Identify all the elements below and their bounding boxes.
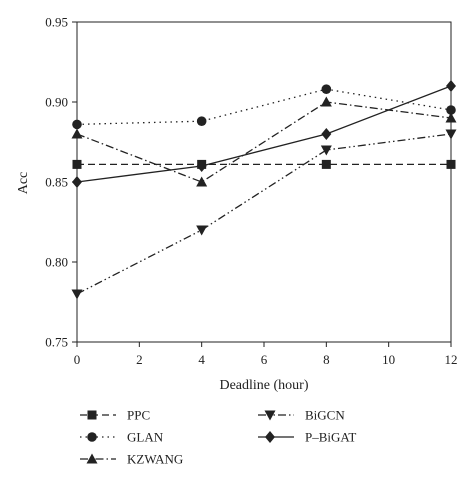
data-point: [196, 225, 208, 236]
data-point: [445, 112, 457, 123]
series-layer: [71, 80, 457, 300]
legend-marker: [265, 431, 275, 443]
x-tick-label: 4: [198, 352, 205, 367]
plot-frame: [76, 21, 452, 343]
series-bigcn: [71, 129, 457, 300]
data-point: [446, 105, 456, 115]
x-tick-label: 8: [323, 352, 330, 367]
legend-label: BiGCN: [305, 408, 345, 423]
x-tick-label: 12: [445, 352, 458, 367]
legend-item: P–BiGAT: [258, 430, 356, 445]
legend: PPC GLAN KZWANG BiGCN P–BiGAT: [80, 408, 356, 467]
data-point: [320, 145, 332, 156]
y-tick-label: 0.85: [45, 175, 68, 190]
data-point: [72, 119, 82, 130]
legend-label: PPC: [127, 408, 150, 423]
x-axis-title: Deadline (hour): [219, 378, 308, 393]
series-p-bigat: [72, 80, 456, 188]
legend-item: BiGCN: [258, 408, 345, 423]
legend-marker: [86, 453, 98, 464]
data-point: [196, 160, 207, 172]
y-tick-label: 0.90: [45, 95, 68, 110]
data-point: [445, 129, 457, 140]
axes: 0 2 4 6 8 10 12 0.75 0.80 0.85 0.90 0.95: [45, 15, 457, 368]
data-point: [320, 96, 332, 107]
y-tick-label: 0.95: [45, 15, 68, 30]
legend-label: KZWANG: [127, 452, 183, 467]
y-tick-label: 0.75: [45, 335, 68, 350]
data-point: [321, 128, 332, 140]
data-point: [196, 116, 207, 126]
data-point: [446, 80, 456, 92]
x-tick-label: 0: [74, 352, 81, 367]
data-point: [196, 176, 208, 187]
series-glan: [72, 84, 456, 130]
y-axis-title: Acc: [16, 172, 31, 195]
legend-label: P–BiGAT: [305, 430, 356, 445]
series-kzwang: [71, 96, 457, 187]
series-line: [76, 101, 452, 183]
y-tick-label: 0.80: [45, 255, 68, 270]
data-point: [446, 159, 456, 169]
x-tick-label: 6: [261, 352, 268, 367]
series-line: [76, 133, 452, 295]
data-point: [72, 159, 82, 169]
legend-marker: [87, 432, 97, 442]
series-line: [76, 88, 452, 126]
legend-item: PPC: [80, 408, 150, 423]
data-point: [72, 176, 82, 188]
x-tick-label: 10: [382, 352, 395, 367]
legend-item: GLAN: [80, 430, 164, 445]
series-ppc: [72, 159, 456, 169]
legend-marker: [87, 410, 97, 420]
series-line: [76, 85, 452, 183]
data-point: [71, 289, 83, 300]
legend-item: KZWANG: [80, 452, 183, 467]
data-point: [71, 128, 83, 139]
data-point: [321, 84, 332, 94]
legend-marker: [264, 410, 276, 421]
legend-label: GLAN: [127, 430, 164, 445]
data-point: [321, 159, 331, 169]
x-tick-label: 2: [136, 352, 143, 367]
